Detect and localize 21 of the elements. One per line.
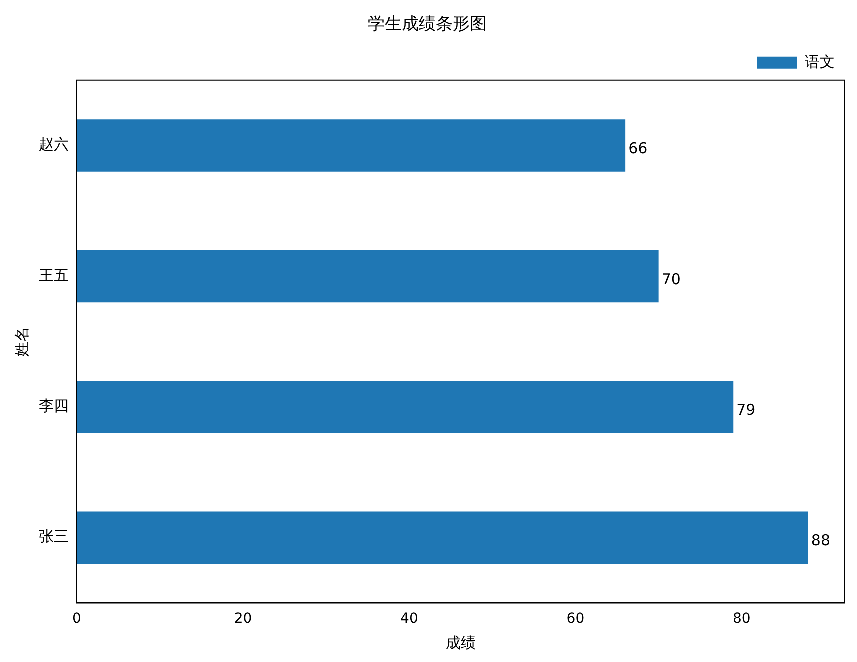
y-tick-label: 赵六: [39, 136, 69, 154]
x-axis-title: 成绩: [446, 634, 476, 652]
x-tick-label: 40: [400, 611, 418, 628]
bar: [77, 120, 626, 172]
x-tick-label: 80: [733, 611, 751, 628]
y-tick-label: 王五: [39, 266, 69, 284]
bar: [77, 381, 734, 434]
y-axis-title: 姓名: [12, 326, 31, 357]
data-label: 88: [811, 532, 831, 550]
legend-label: 语文: [805, 52, 835, 71]
data-label: 70: [662, 270, 681, 288]
y-tick-label: 李四: [39, 397, 69, 416]
x-tick-label: 0: [72, 611, 82, 628]
bar: [77, 250, 659, 303]
data-label: 79: [736, 401, 756, 420]
bar: [77, 512, 808, 564]
y-tick-label: 张三: [39, 528, 69, 546]
chart-title: 学生成绩条形图: [368, 14, 487, 35]
x-tick-label: 60: [566, 611, 585, 628]
x-tick-label: 20: [234, 611, 252, 628]
data-label: 66: [628, 140, 648, 158]
